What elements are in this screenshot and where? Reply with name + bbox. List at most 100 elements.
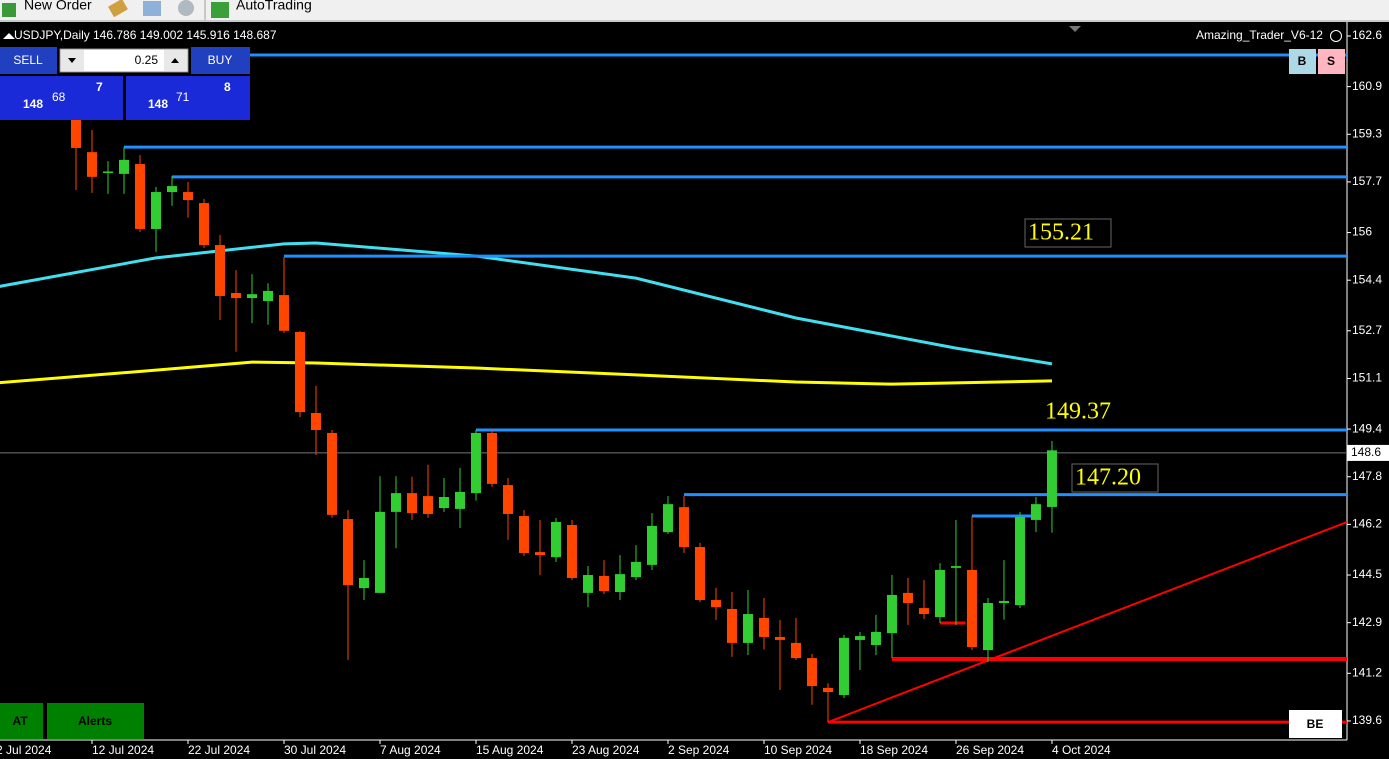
x-tick-label: 30 Jul 2024 <box>284 743 346 757</box>
candle-body <box>630 561 641 578</box>
candle-body <box>662 504 673 533</box>
y-tick-label: 157.7 <box>1352 174 1382 188</box>
alerts-label[interactable]: Alerts <box>78 714 112 728</box>
y-tick-label: 160.9 <box>1352 79 1382 93</box>
candle-body <box>1014 516 1025 606</box>
candle-body <box>246 294 257 299</box>
candle-body <box>518 516 529 553</box>
bid-mid: 68 <box>52 90 66 104</box>
candle-body <box>614 574 625 592</box>
candle-body <box>1046 450 1057 507</box>
candle-body <box>278 295 289 331</box>
level-label: 147.20 <box>1075 465 1141 491</box>
candle-body <box>790 642 801 659</box>
moving-average <box>0 360 1053 386</box>
trendline <box>827 521 1347 724</box>
sell-button[interactable] <box>0 47 57 74</box>
candle-body <box>166 186 177 193</box>
alerts-button[interactable] <box>47 703 144 739</box>
b-button[interactable] <box>1289 49 1316 74</box>
y-tick-label: 149.4 <box>1352 421 1382 435</box>
candle-body <box>198 203 209 246</box>
candle-body <box>230 292 241 299</box>
candle-body <box>358 577 369 589</box>
candle-body <box>886 594 897 634</box>
toolbar <box>0 0 1389 22</box>
candle-body <box>902 592 913 604</box>
candle-body <box>102 171 113 173</box>
be-label[interactable]: BE <box>1307 717 1324 731</box>
x-tick-label: 2 Jul 2024 <box>0 743 52 757</box>
ask-small: 8 <box>224 80 231 94</box>
candle-body <box>422 496 433 514</box>
buy-button[interactable] <box>191 47 250 74</box>
candle-body <box>582 575 593 593</box>
y-tick-label: 156 <box>1352 225 1372 239</box>
candle-body <box>822 687 833 693</box>
x-tick-label: 23 Aug 2024 <box>572 743 640 757</box>
ohlc-header: 146.786 149.002 145.916 148.687 <box>93 28 277 42</box>
y-tick-label: 142.9 <box>1352 615 1382 629</box>
candle-body <box>310 413 321 430</box>
y-tick-label: 152.7 <box>1352 323 1382 337</box>
x-tick-label: 4 Oct 2024 <box>1052 743 1111 757</box>
sell-label[interactable]: SELL <box>13 53 43 67</box>
at-label[interactable]: AT <box>12 714 28 728</box>
candle-body <box>470 432 481 494</box>
autotrading-icon[interactable] <box>211 2 229 18</box>
candle-body <box>134 164 145 229</box>
level-label-box <box>1071 463 1159 493</box>
candle-body <box>838 637 849 696</box>
candle-body <box>806 658 817 687</box>
candle-body <box>326 432 337 515</box>
candle-body <box>262 290 273 302</box>
s-button[interactable] <box>1318 49 1345 74</box>
candle-body <box>646 525 657 565</box>
candle-body <box>374 511 385 593</box>
x-tick-label: 18 Sep 2024 <box>860 743 928 757</box>
indicator-name: Amazing_Trader_V6-12 <box>1196 28 1323 42</box>
toolbar-icon[interactable] <box>178 0 194 16</box>
level-label-box <box>1024 218 1112 248</box>
be-button[interactable] <box>1289 710 1342 738</box>
at-button[interactable] <box>0 703 43 739</box>
candle-body <box>406 493 417 514</box>
candle-body <box>438 496 449 509</box>
y-tick-label: 139.6 <box>1352 713 1382 727</box>
autotrading[interactable]: AutoTrading <box>236 0 312 13</box>
new-order-icon[interactable] <box>2 3 16 17</box>
bid-box[interactable] <box>0 76 123 120</box>
x-tick-label: 10 Sep 2024 <box>764 743 832 757</box>
y-tick-label: 144.5 <box>1352 567 1382 581</box>
x-tick-label: 15 Aug 2024 <box>476 743 544 757</box>
buy-label[interactable]: BUY <box>208 53 233 67</box>
chart-background <box>0 22 1389 759</box>
current-price-box <box>1347 444 1389 461</box>
candle-body <box>390 493 401 512</box>
candle-body <box>214 245 225 296</box>
candle-body <box>854 636 865 640</box>
lot-input[interactable] <box>59 48 189 73</box>
ask-mid: 71 <box>176 90 190 104</box>
y-tick-label: 159.3 <box>1352 126 1382 140</box>
candle-body <box>534 552 545 556</box>
candle-body <box>774 636 785 640</box>
ask-big: 148 <box>148 97 168 111</box>
candle-body <box>998 600 1009 604</box>
candle-body <box>950 566 961 568</box>
ask-box[interactable] <box>126 76 250 120</box>
y-tick-label: 154.4 <box>1352 272 1382 286</box>
y-tick-label: 151.1 <box>1352 371 1382 385</box>
toolbar-icon[interactable] <box>108 0 128 18</box>
lot-value[interactable]: 0.25 <box>135 53 159 67</box>
level-label: 149.37 <box>1045 399 1111 425</box>
y-tick-label: 146.2 <box>1352 517 1382 531</box>
bid-big: 148 <box>23 97 43 111</box>
s-label[interactable]: S <box>1327 54 1335 68</box>
b-label[interactable]: B <box>1298 54 1307 68</box>
x-tick-label: 22 Jul 2024 <box>188 743 250 757</box>
toolbar-icon[interactable] <box>143 1 161 16</box>
new-order[interactable]: New Order <box>24 0 92 13</box>
